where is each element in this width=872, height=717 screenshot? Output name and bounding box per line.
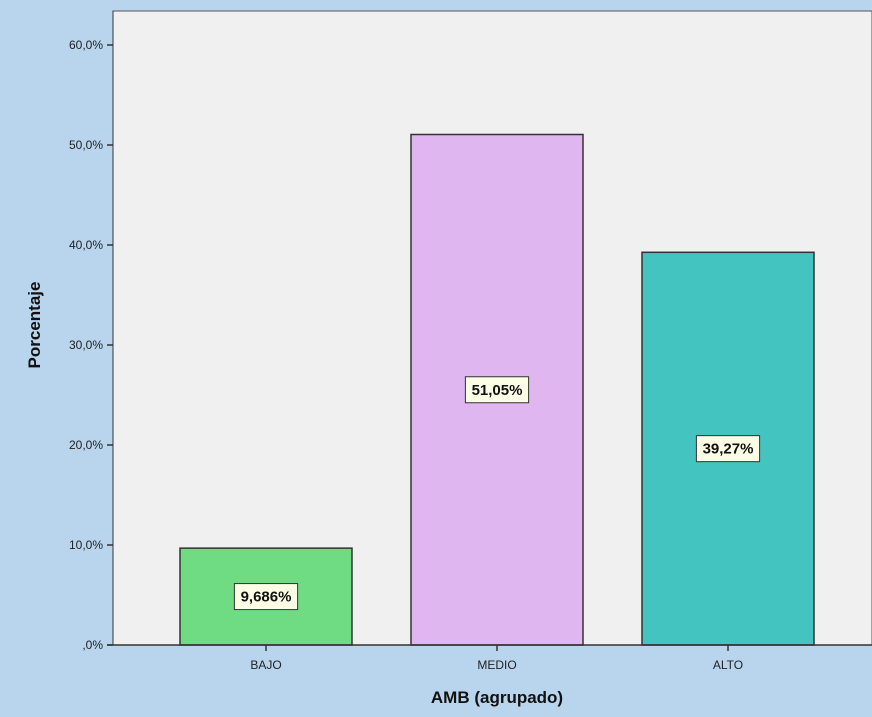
x-tick-label: BAJO bbox=[250, 658, 281, 672]
y-tick-label: 60,0% bbox=[69, 38, 103, 52]
y-tick-label: ,0% bbox=[82, 638, 103, 652]
bar-value-label-box bbox=[695, 435, 761, 463]
bar-value-label-box bbox=[233, 583, 299, 611]
y-tick-label: 30,0% bbox=[69, 338, 103, 352]
x-tick-label: MEDIO bbox=[477, 658, 516, 672]
y-tick-label: 50,0% bbox=[69, 138, 103, 152]
bar-value-label-box bbox=[464, 376, 530, 404]
y-axis: ,0% 10,0% 20,0% 30,0% 40,0% 50,0% 60,0% bbox=[69, 11, 114, 652]
bar-value-label: 9,686% bbox=[241, 589, 292, 606]
bar-value-label: 51,05% bbox=[472, 382, 523, 399]
x-axis: BAJO MEDIO ALTO bbox=[107, 644, 872, 672]
y-tick-label: 40,0% bbox=[69, 238, 103, 252]
bar-value-label: 39,27% bbox=[703, 441, 754, 458]
x-tick-label: ALTO bbox=[713, 658, 743, 672]
y-tick-label: 10,0% bbox=[69, 538, 103, 552]
y-tick-label: 20,0% bbox=[69, 438, 103, 452]
y-axis-title: Porcentaje bbox=[25, 282, 44, 369]
x-axis-title: AMB (agrupado) bbox=[431, 688, 563, 707]
bars-group: 9,686% 51,05% 39,27% bbox=[179, 133, 815, 646]
